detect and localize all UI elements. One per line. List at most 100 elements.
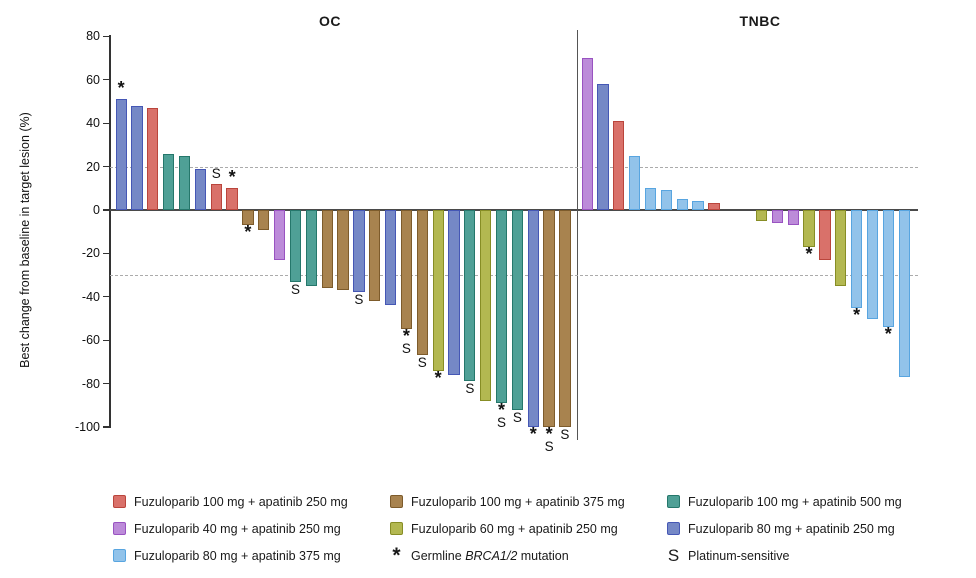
y-axis-line — [109, 35, 111, 428]
bar — [676, 199, 688, 210]
brca-mutation-mark: * — [853, 304, 861, 325]
bar — [115, 99, 127, 210]
platinum-sensitive-mark: S — [465, 381, 475, 397]
cohort-divider-line — [576, 30, 578, 440]
legend-swatch-red — [113, 495, 126, 508]
legend-label: Fuzuloparib 100 mg + apatinib 250 mg — [134, 494, 348, 509]
legend-item: Fuzuloparib 80 mg + apatinib 250 mg — [667, 515, 967, 542]
legend-item: Fuzuloparib 100 mg + apatinib 375 mg — [390, 488, 667, 515]
bar — [147, 108, 159, 210]
bar-marks-below: * — [522, 424, 544, 444]
bar-marks-below: * — [237, 223, 259, 241]
brca-mutation-mark: * — [402, 326, 410, 347]
platinum-sensitive-mark: S — [354, 292, 364, 308]
legend-label: Fuzuloparib 80 mg + apatinib 375 mg — [134, 548, 341, 563]
legend-label: Fuzuloparib 60 mg + apatinib 250 mg — [411, 521, 618, 536]
bar — [597, 84, 609, 210]
bar — [131, 105, 143, 210]
bar — [581, 58, 593, 210]
platinum-sensitive-mark: S — [290, 281, 300, 297]
brca-mutation-mark: * — [434, 367, 442, 388]
bar — [660, 190, 673, 210]
bar — [416, 210, 428, 356]
legend-label-part: mutation — [517, 548, 569, 563]
legend-swatch-teal — [667, 495, 680, 508]
bar-marks-below: S — [459, 381, 481, 397]
bar-marks-below: S — [348, 292, 370, 308]
brca-mutation-mark: * — [117, 78, 125, 99]
bar — [400, 210, 413, 330]
brca-mutation-mark: * — [884, 324, 892, 345]
legend-item: Fuzuloparib 40 mg + apatinib 250 mg — [113, 515, 390, 542]
bar — [369, 210, 381, 302]
bar — [835, 210, 847, 286]
y-axis-tick — [103, 35, 110, 38]
legend-item: S Platinum-sensitive — [667, 542, 967, 569]
bar — [771, 210, 783, 224]
legend-swatch-orchid — [113, 522, 126, 535]
legend-column: Fuzuloparib 100 mg + apatinib 250 mg Fuzu… — [113, 488, 390, 569]
bar — [226, 188, 238, 210]
y-axis-tick — [103, 296, 110, 298]
bar — [898, 210, 910, 378]
bar — [629, 155, 641, 210]
bar — [559, 210, 571, 427]
legend-item: Fuzuloparib 100 mg + apatinib 250 mg — [113, 488, 390, 515]
y-axis-tick — [103, 79, 110, 81]
bar — [708, 203, 720, 210]
platinum-sensitive-mark: S — [497, 415, 507, 431]
bar — [384, 210, 397, 306]
bar — [210, 183, 222, 210]
bar — [644, 188, 657, 210]
bar — [755, 210, 768, 221]
brca-mutation-mark: * — [529, 424, 537, 444]
y-axis-tick — [103, 252, 110, 255]
section-title-tnbc: TNBC — [739, 13, 781, 29]
bar-marks-below: S — [285, 281, 307, 297]
bar-marks-below: * S — [538, 424, 560, 454]
bar — [289, 210, 302, 282]
bar — [850, 210, 863, 308]
legend-swatch-brown — [390, 495, 403, 508]
y-axis-label: Best change from baseline in target lesi… — [18, 112, 32, 368]
bar — [353, 210, 365, 293]
bar — [803, 210, 815, 247]
bar — [432, 210, 444, 371]
brca-mutation-mark: * — [498, 400, 506, 421]
platinum-sensitive-mark: S — [211, 165, 221, 181]
legend-label: Platinum-sensitive — [688, 548, 790, 563]
reference-line-20 — [110, 166, 918, 168]
legend-label: Germline BRCA1/2 mutation — [411, 549, 569, 563]
bar-marks-below: * S — [491, 400, 513, 431]
brca-mutation-mark: * — [545, 424, 553, 444]
bar — [178, 155, 191, 210]
y-axis-tick-label: 0 — [93, 203, 100, 217]
bar — [495, 210, 508, 404]
y-axis-tick-label: 80 — [86, 29, 100, 44]
y-axis-tick — [103, 165, 110, 168]
legend-column: Fuzuloparib 100 mg + apatinib 375 mg Fuzu… — [390, 488, 667, 569]
legend-swatch-slate — [667, 522, 680, 535]
bar-marks-below: * — [877, 324, 899, 345]
legend-label-part: Germline — [411, 548, 466, 563]
brca-mutation-mark: * — [805, 243, 813, 264]
bar-marks-below: * — [427, 367, 449, 388]
legend: Fuzuloparib 100 mg + apatinib 250 mg Fuzu… — [113, 488, 967, 569]
platinum-sensitive-mark: S — [544, 439, 554, 454]
platinum-sensitive-mark: S — [401, 341, 411, 357]
bar — [543, 210, 555, 427]
legend-item: Fuzuloparib 60 mg + apatinib 250 mg — [390, 515, 667, 542]
y-axis-tick-label: 40 — [86, 116, 100, 131]
bar — [242, 210, 254, 226]
platinum-sensitive-mark: S — [417, 355, 427, 371]
y-axis-tick — [103, 339, 110, 341]
bar — [692, 201, 704, 210]
bar-marks-above: * — [110, 78, 132, 99]
brca-mutation-mark: * — [228, 167, 236, 188]
section-title-oc: OC — [319, 13, 341, 29]
bar — [321, 210, 333, 289]
y-axis-tick-label: -20 — [81, 246, 100, 261]
y-axis-tick-label: -80 — [81, 376, 100, 391]
y-axis-tick — [103, 122, 110, 124]
bar — [163, 153, 175, 210]
